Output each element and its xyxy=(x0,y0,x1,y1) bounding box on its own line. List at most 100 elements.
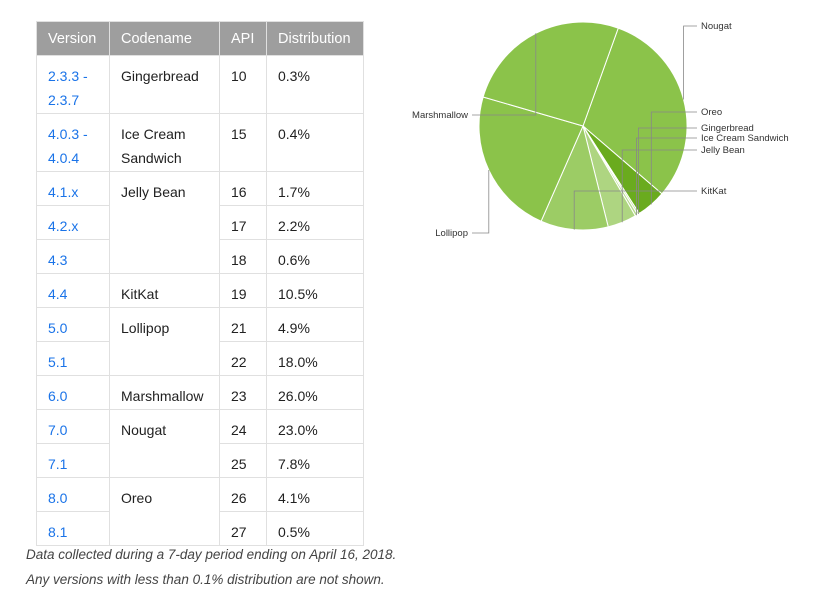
table-row: 8.0 Oreo 26 4.1% xyxy=(36,477,364,546)
version-link[interactable]: 4.3 xyxy=(48,252,68,268)
api-cell: 25 xyxy=(219,443,267,478)
version-link[interactable]: 4.2.x xyxy=(48,218,79,234)
codename-cell: Ice Cream Sandwich xyxy=(109,113,220,172)
version-cell: 4.0.3 - 4.0.4 xyxy=(36,113,110,172)
codename-cell: Jelly Bean xyxy=(109,171,220,274)
api-cell: 23 xyxy=(219,375,267,410)
codename-cell: Marshmallow xyxy=(109,375,220,410)
pie-label-jelly-bean: Jelly Bean xyxy=(701,145,745,156)
pie-label-oreo: Oreo xyxy=(701,107,722,118)
distribution-cell: 0.6% xyxy=(266,239,364,274)
footnote-data-collected: Data collected during a 7-day period end… xyxy=(26,547,397,562)
version-cell: 7.1 xyxy=(36,443,110,478)
api-cell: 24 xyxy=(219,409,267,444)
version-link[interactable]: 7.0 xyxy=(48,422,68,438)
version-link[interactable]: 6.0 xyxy=(48,388,68,404)
api-cell: 18 xyxy=(219,239,267,274)
pie-label-lollipop: Lollipop xyxy=(435,228,468,239)
version-cell: 2.3.3 - 2.3.7 xyxy=(36,55,110,114)
version-cell: 4.3 xyxy=(36,239,110,274)
distribution-cell: 1.7% xyxy=(266,171,364,206)
distribution-cell: 4.1% xyxy=(266,477,364,512)
version-link[interactable]: 5.1 xyxy=(48,354,68,370)
version-link[interactable]: 2.3.3 - 2.3.7 xyxy=(48,68,88,108)
table-row: 4.0.3 - 4.0.4 Ice Cream Sandwich 15 0.4% xyxy=(36,113,364,172)
pie-label-kitkat: KitKat xyxy=(701,186,727,197)
version-link[interactable]: 5.0 xyxy=(48,320,68,336)
version-link[interactable]: 4.1.x xyxy=(48,184,79,200)
version-link[interactable]: 4.0.3 - 4.0.4 xyxy=(48,126,88,166)
api-cell: 21 xyxy=(219,307,267,342)
table-row: 8.1 27 0.5% xyxy=(36,511,364,546)
version-cell: 8.0 xyxy=(36,477,110,512)
pie-leader-line xyxy=(472,33,537,116)
distribution-table: Version Codename API Distribution 2.3.3 … xyxy=(36,21,364,546)
pie-slice-nougat xyxy=(582,27,688,195)
api-cell: 26 xyxy=(219,477,267,512)
pie-label-gingerbread: Gingerbread xyxy=(701,123,754,134)
table-row: 7.1 25 7.8% xyxy=(36,443,364,478)
table-row: 2.3.3 - 2.3.7 Gingerbread 10 0.3% xyxy=(36,55,364,114)
codename-cell: Lollipop xyxy=(109,307,220,376)
distribution-cell: 10.5% xyxy=(266,273,364,308)
distribution-cell: 26.0% xyxy=(266,375,364,410)
table-header-row: Version Codename API Distribution xyxy=(36,21,364,56)
table-row: 4.2.x 17 2.2% xyxy=(36,205,364,240)
distribution-cell: 0.5% xyxy=(266,511,364,546)
version-cell: 5.0 xyxy=(36,307,110,342)
header-api: API xyxy=(219,21,267,56)
api-cell: 27 xyxy=(219,511,267,546)
api-cell: 17 xyxy=(219,205,267,240)
version-cell: 6.0 xyxy=(36,375,110,410)
table-row: 4.3 18 0.6% xyxy=(36,239,364,274)
codename-cell: KitKat xyxy=(109,273,220,308)
version-cell: 4.4 xyxy=(36,273,110,308)
api-cell: 15 xyxy=(219,113,267,172)
codename-cell: Gingerbread xyxy=(109,55,220,114)
pie-label-marshmallow: Marshmallow xyxy=(412,110,468,121)
pie-leader-line xyxy=(650,111,697,205)
header-distribution: Distribution xyxy=(266,21,364,56)
pie-leader-line xyxy=(637,127,697,214)
pie-leader-line xyxy=(573,190,697,230)
api-cell: 16 xyxy=(219,171,267,206)
distribution-cell: 0.3% xyxy=(266,55,364,114)
pie-leader-line xyxy=(621,149,697,223)
codename-cell: Nougat xyxy=(109,409,220,478)
pie-label-ice-cream-sandwich: Ice Cream Sandwich xyxy=(701,133,789,144)
table-row: 5.0 Lollipop 21 4.9% xyxy=(36,307,364,376)
table-row: 4.4 KitKat 19 10.5% xyxy=(36,273,364,308)
pie-leader-line xyxy=(472,170,490,234)
distribution-cell: 7.8% xyxy=(266,443,364,478)
api-cell: 19 xyxy=(219,273,267,308)
version-link[interactable]: 4.4 xyxy=(48,286,68,302)
version-cell: 7.0 xyxy=(36,409,110,444)
distribution-cell: 2.2% xyxy=(266,205,364,240)
header-codename: Codename xyxy=(109,21,220,56)
table-row: 7.0 Nougat 24 23.0% xyxy=(36,409,364,478)
distribution-cell: 0.4% xyxy=(266,113,364,172)
api-cell: 10 xyxy=(219,55,267,114)
version-link[interactable]: 7.1 xyxy=(48,456,68,472)
version-link[interactable]: 8.1 xyxy=(48,524,68,540)
version-cell: 4.2.x xyxy=(36,205,110,240)
pie-leader-line xyxy=(683,25,697,100)
table-body: 2.3.3 - 2.3.7 Gingerbread 10 0.3% 4.0.3 - 4.… xyxy=(36,55,364,546)
distribution-cell: 4.9% xyxy=(266,307,364,342)
version-cell: 8.1 xyxy=(36,511,110,546)
version-cell: 4.1.x xyxy=(36,171,110,206)
table-row: 6.0 Marshmallow 23 26.0% xyxy=(36,375,364,410)
footnote-threshold: Any versions with less than 0.1% distrib… xyxy=(26,572,385,587)
pie-slice-lollipop xyxy=(478,96,584,222)
pie-label-nougat: Nougat xyxy=(701,21,732,32)
pie-leader-line xyxy=(636,137,697,216)
api-cell: 22 xyxy=(219,341,267,376)
table-row: 5.1 22 18.0% xyxy=(36,341,364,376)
header-version: Version xyxy=(36,21,110,56)
codename-cell: Oreo xyxy=(109,477,220,546)
distribution-cell: 23.0% xyxy=(266,409,364,444)
version-link[interactable]: 8.0 xyxy=(48,490,68,506)
pie-slices xyxy=(478,21,688,231)
